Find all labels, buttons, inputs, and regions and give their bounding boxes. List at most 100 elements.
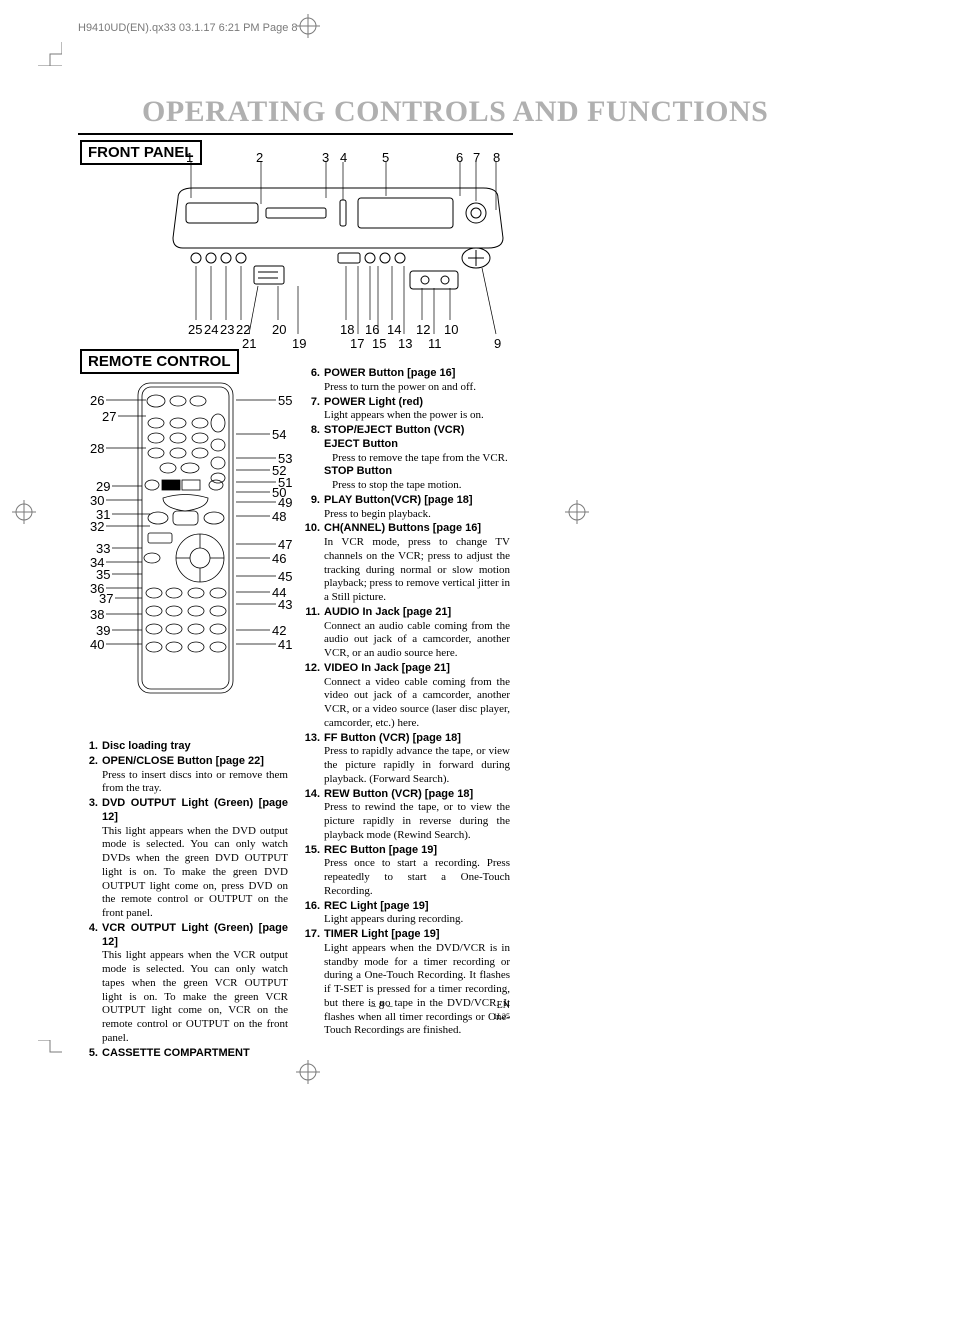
item-heading: POWER Button [page 16] bbox=[324, 367, 455, 379]
crop-mark-left bbox=[12, 500, 36, 524]
callout-1: 1 bbox=[186, 150, 193, 165]
callout-21: 21 bbox=[242, 336, 256, 351]
callout-37: 37 bbox=[99, 591, 113, 606]
callout-28: 28 bbox=[90, 441, 104, 456]
item-number: 2. bbox=[80, 755, 102, 796]
item-number: 3. bbox=[80, 797, 102, 921]
callout-17: 17 bbox=[350, 336, 364, 351]
callout-43: 43 bbox=[278, 597, 292, 612]
list-item: 4.VCR OUTPUT Light (Green) [page 12]This… bbox=[80, 922, 288, 1046]
callout-54: 54 bbox=[272, 427, 286, 442]
callout-23: 23 bbox=[220, 322, 234, 337]
item-heading: CH(ANNEL) Buttons [page 16] bbox=[324, 522, 481, 534]
list-item: 1.Disc loading tray bbox=[80, 740, 288, 754]
item-number: 12. bbox=[302, 662, 324, 731]
callout-48: 48 bbox=[272, 509, 286, 524]
callout-38: 38 bbox=[90, 607, 104, 622]
item-number: 8. bbox=[302, 424, 324, 493]
callout-41: 41 bbox=[278, 637, 292, 652]
footer-en: EN bbox=[497, 1000, 510, 1011]
list-item: 6.POWER Button [page 16]Press to turn th… bbox=[302, 367, 510, 395]
callout-4: 4 bbox=[340, 150, 347, 165]
item-subdesc: Press to remove the tape from the VCR. bbox=[324, 452, 510, 466]
item-body: CH(ANNEL) Buttons [page 16] In VCR mode, … bbox=[324, 522, 510, 605]
callout-42: 42 bbox=[272, 623, 286, 638]
item-body: STOP/EJECT Button (VCR)EJECT ButtonPress… bbox=[324, 424, 510, 493]
list-item: 5.CASSETTE COMPARTMENT bbox=[80, 1047, 288, 1061]
item-heading: OPEN/CLOSE Button [page 22] bbox=[102, 755, 264, 767]
callout-11: 11 bbox=[428, 336, 442, 351]
callout-49: 49 bbox=[278, 495, 292, 510]
item-number: 5. bbox=[80, 1047, 102, 1061]
item-desc: Press to turn the power on and off. bbox=[324, 381, 510, 395]
item-subheading: EJECT Button bbox=[324, 438, 510, 452]
callout-15: 15 bbox=[372, 336, 386, 351]
item-body: VIDEO In Jack [page 21] Connect a video c… bbox=[324, 662, 510, 731]
list-item: 8.STOP/EJECT Button (VCR)EJECT ButtonPre… bbox=[302, 424, 510, 493]
crop-mark-right bbox=[565, 500, 589, 524]
callout-8: 8 bbox=[493, 150, 500, 165]
item-desc: Light appears when the power is on. bbox=[324, 409, 510, 423]
item-number: 11. bbox=[302, 606, 324, 661]
item-desc: Press to insert discs into or remove the… bbox=[102, 769, 288, 797]
item-body: CASSETTE COMPARTMENT bbox=[102, 1047, 288, 1061]
item-heading: DVD OUTPUT Light (Green) [page 12] bbox=[102, 797, 288, 823]
remote-control-device bbox=[138, 383, 233, 693]
list-item: 7.POWER Light (red)Light appears when th… bbox=[302, 396, 510, 424]
callout-40: 40 bbox=[90, 637, 104, 652]
title-rule bbox=[78, 133, 513, 135]
item-body: PLAY Button(VCR) [page 18] Press to begin… bbox=[324, 494, 510, 522]
callout-24: 24 bbox=[204, 322, 218, 337]
item-heading: AUDIO In Jack [page 21] bbox=[324, 606, 451, 618]
item-desc: In VCR mode, press to change TV channels… bbox=[324, 536, 510, 605]
crop-mark-top bbox=[296, 14, 320, 38]
item-number: 9. bbox=[302, 494, 324, 522]
item-heading: POWER Light (red) bbox=[324, 396, 423, 408]
item-number: 4. bbox=[80, 922, 102, 1046]
page-title: OPERATING CONTROLS AND FUNCTIONS bbox=[142, 95, 768, 129]
callout-45: 45 bbox=[278, 569, 292, 584]
item-subdesc: Press to stop the tape motion. bbox=[324, 479, 510, 493]
list-item: 11.AUDIO In Jack [page 21] Connect an aud… bbox=[302, 606, 510, 661]
callout-22: 22 bbox=[236, 322, 250, 337]
callout-35: 35 bbox=[96, 567, 110, 582]
item-desc: Connect an audio cable coming from the a… bbox=[324, 620, 510, 661]
list-item: 9.PLAY Button(VCR) [page 18] Press to beg… bbox=[302, 494, 510, 522]
page-footer: – 8 – EN 1L25 bbox=[80, 1000, 510, 1022]
callout-3: 3 bbox=[322, 150, 329, 165]
item-number: 10. bbox=[302, 522, 324, 605]
crop-mark-bottom bbox=[296, 1060, 320, 1084]
callout-39: 39 bbox=[96, 623, 110, 638]
item-heading: Disc loading tray bbox=[102, 740, 191, 752]
item-body: AUDIO In Jack [page 21] Connect an audio … bbox=[324, 606, 510, 661]
callout-16: 16 bbox=[365, 322, 379, 337]
item-number: 1. bbox=[80, 740, 102, 754]
item-subheading: STOP Button bbox=[324, 465, 510, 479]
item-body: Disc loading tray bbox=[102, 740, 288, 754]
callout-6: 6 bbox=[456, 150, 463, 165]
callout-55: 55 bbox=[278, 393, 292, 408]
item-heading: STOP/EJECT Button (VCR) bbox=[324, 424, 464, 436]
callout-10: 10 bbox=[444, 322, 458, 337]
corner-tl bbox=[38, 42, 62, 66]
item-heading: VCR OUTPUT Light (Green) [page 12] bbox=[102, 922, 288, 948]
callout-26: 26 bbox=[90, 393, 104, 408]
callout-7: 7 bbox=[473, 150, 480, 165]
corner-bl bbox=[38, 1040, 62, 1064]
callout-46: 46 bbox=[272, 551, 286, 566]
callout-18: 18 bbox=[340, 322, 354, 337]
callout-32: 32 bbox=[90, 519, 104, 534]
item-body: POWER Light (red)Light appears when the … bbox=[324, 396, 510, 424]
callout-33: 33 bbox=[96, 541, 110, 556]
footer-code: 1L25 bbox=[493, 1012, 510, 1021]
item-heading: PLAY Button(VCR) [page 18] bbox=[324, 494, 473, 506]
item-desc: Connect a video cable coming from the vi… bbox=[324, 676, 510, 731]
list-item: 10.CH(ANNEL) Buttons [page 16] In VCR mod… bbox=[302, 522, 510, 605]
item-body: VCR OUTPUT Light (Green) [page 12]This l… bbox=[102, 922, 288, 1046]
callout-27: 27 bbox=[102, 409, 116, 424]
list-item: 12.VIDEO In Jack [page 21] Connect a vide… bbox=[302, 662, 510, 731]
item-heading: VIDEO In Jack [page 21] bbox=[324, 662, 450, 674]
item-desc: Press to begin playback. bbox=[324, 508, 510, 522]
callout-9: 9 bbox=[494, 336, 501, 351]
item-desc: This light appears when the VCR output m… bbox=[102, 949, 288, 1045]
